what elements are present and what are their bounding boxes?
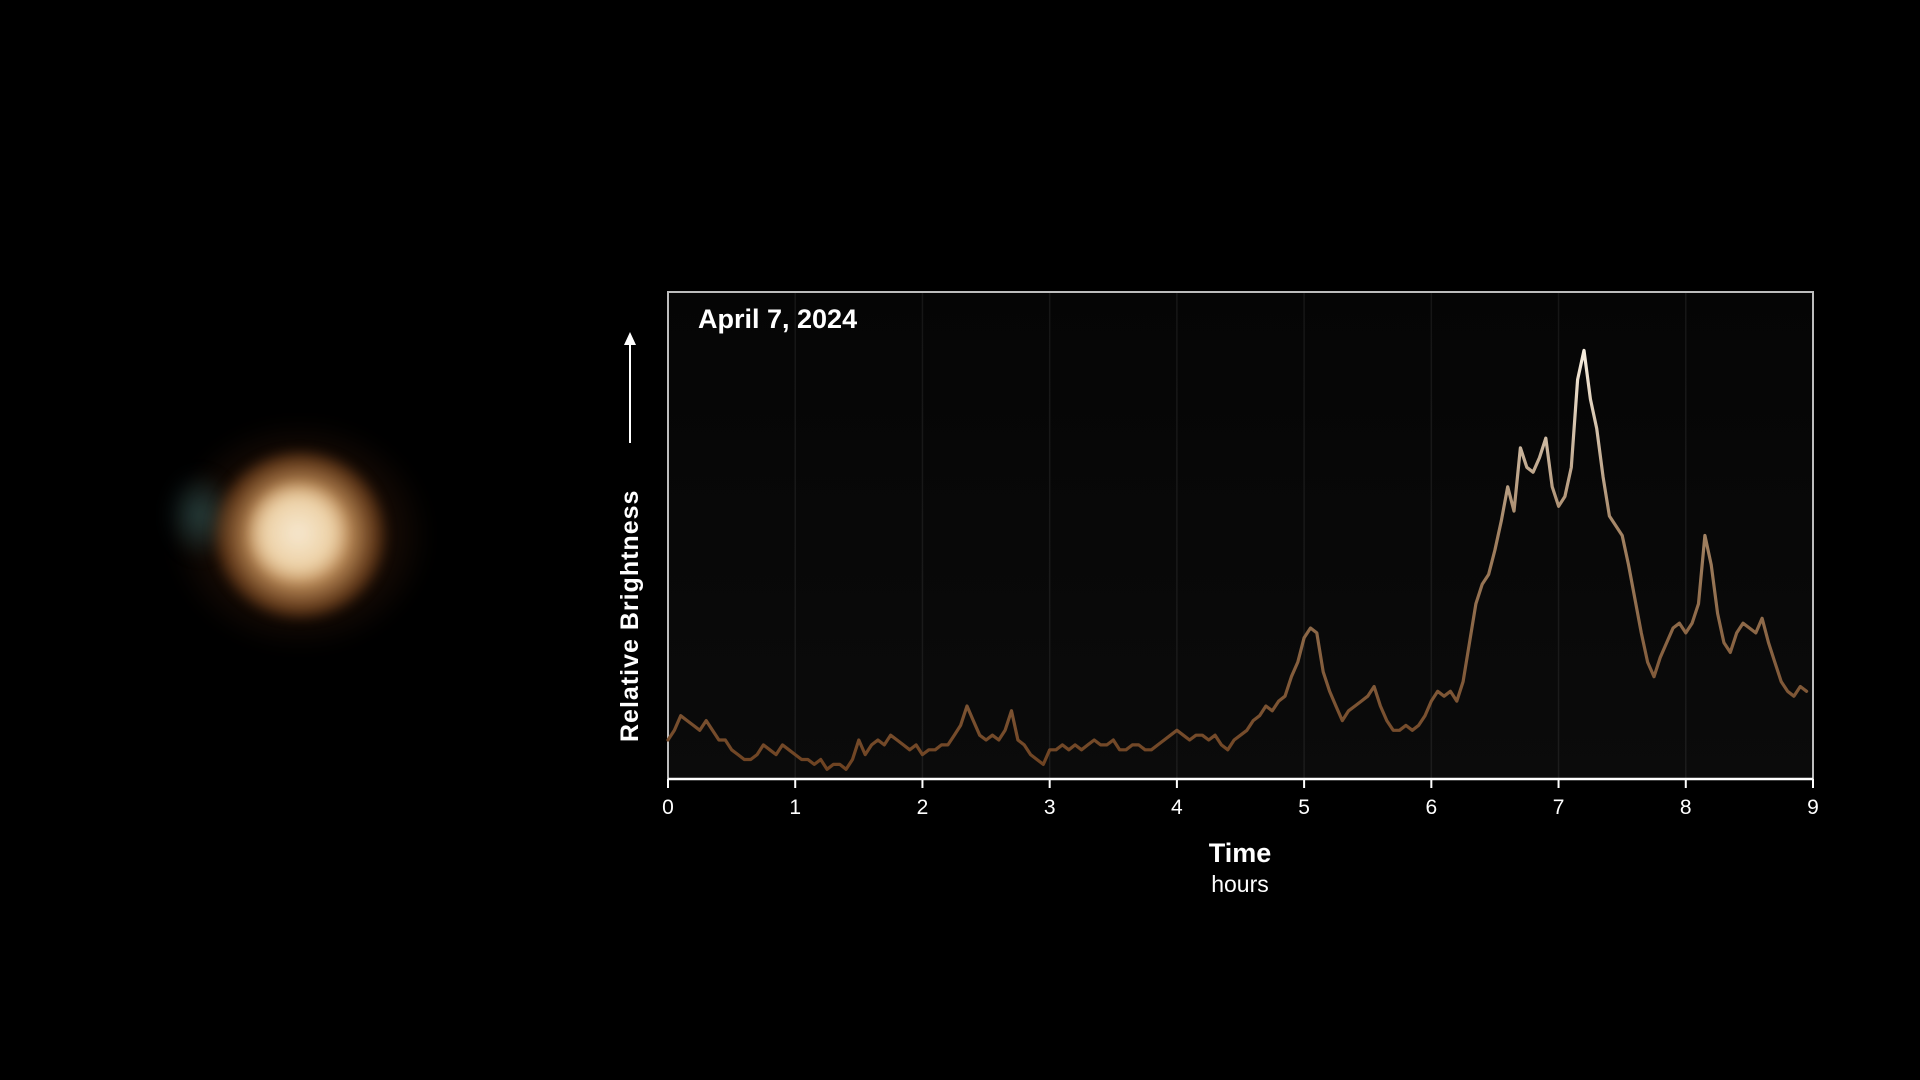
x-axis-ticks: 0 1 2 3 4 5 6 7 8 9 xyxy=(662,779,1819,819)
x-tick-label: 4 xyxy=(1171,796,1183,819)
x-tick-label: 7 xyxy=(1553,796,1565,819)
x-tick-label: 8 xyxy=(1680,796,1692,819)
x-tick-label: 9 xyxy=(1807,796,1819,819)
brightness-line xyxy=(666,348,1809,771)
y-axis-label-group: Relative Brightness xyxy=(616,332,644,742)
y-axis-label: Relative Brightness xyxy=(616,490,644,742)
x-tick-label: 0 xyxy=(662,796,674,819)
brightness-series xyxy=(666,348,1809,771)
x-axis-label: Time xyxy=(1209,838,1272,868)
x-tick-label: 1 xyxy=(789,796,801,819)
x-tick-label: 3 xyxy=(1044,796,1056,819)
y-axis-arrow-head xyxy=(624,332,636,345)
x-tick-label: 2 xyxy=(917,796,929,819)
x-tick-label: 6 xyxy=(1425,796,1437,819)
plot-frame xyxy=(667,291,1814,779)
vertical-gridlines xyxy=(794,292,1687,779)
x-axis-unit: hours xyxy=(1211,871,1269,897)
x-tick-label: 5 xyxy=(1298,796,1310,819)
plot-area xyxy=(668,292,1813,779)
chart-title: April 7, 2024 xyxy=(698,304,857,334)
star-core xyxy=(248,483,348,583)
